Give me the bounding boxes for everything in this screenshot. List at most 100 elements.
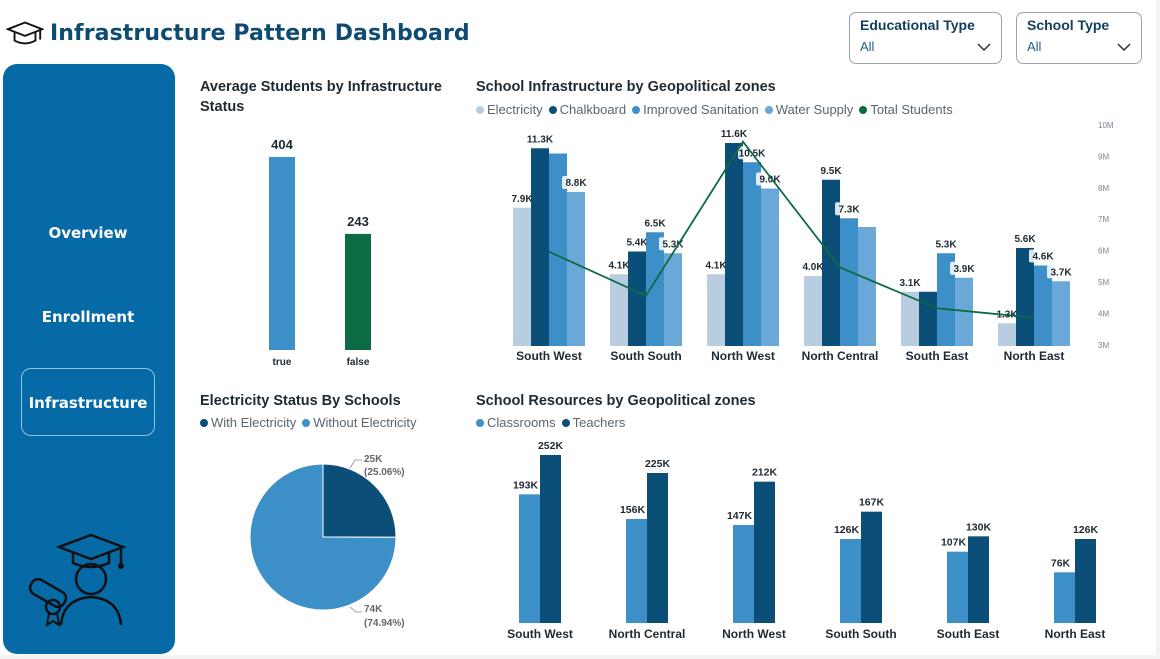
data-label: 404 xyxy=(271,137,293,152)
y2-tick-label: 4M xyxy=(1098,309,1109,318)
nav-enrollment[interactable]: Enrollment xyxy=(41,308,135,326)
x-tick-label: South East xyxy=(937,627,1000,641)
school-type-filter[interactable]: School Type All xyxy=(1016,12,1142,64)
bar-electricity xyxy=(610,274,628,346)
data-label: 4.1K xyxy=(705,260,727,271)
data-label: 225K xyxy=(645,458,671,470)
bar-classrooms xyxy=(733,525,754,623)
x-tick-label: North Central xyxy=(802,349,879,363)
x-tick-label: false xyxy=(347,357,370,368)
bar-chalkboard xyxy=(919,291,937,346)
data-label-bg xyxy=(950,261,978,275)
data-label: 11.3K xyxy=(527,134,554,145)
data-label-bg xyxy=(835,202,863,216)
bar-electricity xyxy=(998,323,1016,346)
x-tick-label: North West xyxy=(722,627,786,641)
data-label-bg xyxy=(1047,265,1075,279)
y2-tick-label: 7M xyxy=(1098,215,1109,224)
educational-type-label: Educational Type xyxy=(860,17,975,33)
data-label: 252K xyxy=(538,440,564,452)
x-tick-label: South South xyxy=(610,349,681,363)
infrastructure-legend: Electricity Chalkboard Improved Sanitati… xyxy=(476,102,953,117)
x-tick-label: North Central xyxy=(609,627,686,641)
data-label: 3.9K xyxy=(953,264,975,275)
bar-teachers xyxy=(647,473,668,623)
total-students-line xyxy=(548,140,1035,319)
bar-water-supply xyxy=(955,277,973,346)
data-label-bg xyxy=(526,132,554,146)
pie-slice-with-electricity xyxy=(322,463,397,538)
data-label-bg xyxy=(641,216,669,230)
educational-type-filter[interactable]: Educational Type All xyxy=(849,12,1002,64)
graduation-cap-icon xyxy=(6,21,44,45)
bar-electricity xyxy=(901,291,919,346)
data-label: 76K xyxy=(1051,557,1071,569)
data-label-bg xyxy=(702,258,730,272)
data-label: 3.7K xyxy=(1050,267,1072,278)
pie-slice-without-electricity xyxy=(249,463,397,611)
bar-electricity xyxy=(804,276,822,346)
bar-water-supply xyxy=(664,253,682,346)
chevron-down-icon xyxy=(977,43,991,51)
x-tick-label: South West xyxy=(516,349,582,363)
data-label: 147K xyxy=(727,510,753,522)
electricity-pie-chart: 25K (25.06%) 74K (74.94%) xyxy=(249,454,405,629)
data-label: 126K xyxy=(834,524,860,536)
legend-chalkboard: Chalkboard xyxy=(548,102,626,117)
bar-chalkboard xyxy=(725,143,743,346)
bar-improved-sanitation xyxy=(743,162,761,346)
nav-overview[interactable]: Overview xyxy=(48,224,128,242)
data-label: 4.1K xyxy=(608,260,630,271)
data-label-bg xyxy=(756,172,784,186)
data-label-bg xyxy=(720,127,748,140)
legend-water-supply: Water Supply xyxy=(764,102,853,117)
data-label: 193K xyxy=(513,479,539,491)
bar-improved-sanitation xyxy=(937,253,955,346)
data-label: 107K xyxy=(941,537,967,549)
slice-pct: (74.94%) xyxy=(364,618,405,629)
y2-tick-label: 6M xyxy=(1098,247,1109,256)
data-label: 7.9K xyxy=(511,194,533,205)
data-label-bg xyxy=(605,258,633,272)
resources-legend: Classrooms Teachers xyxy=(476,415,625,430)
bar-water-supply xyxy=(761,188,779,346)
bar-classrooms xyxy=(840,539,861,623)
data-label: 167K xyxy=(859,497,885,509)
bar-teachers xyxy=(754,481,775,623)
resources-title: School Resources by Geopolitical zones xyxy=(476,393,756,409)
bar-teachers xyxy=(861,511,882,623)
data-label: 243 xyxy=(347,214,369,229)
page-title: Infrastructure Pattern Dashboard xyxy=(50,20,470,46)
bar-electricity xyxy=(707,274,725,346)
bar-water-supply xyxy=(858,227,876,346)
data-label-bg xyxy=(817,163,845,177)
x-tick-label: South West xyxy=(507,627,573,641)
data-label: 9.0K xyxy=(759,175,781,186)
graduate-diploma-icon xyxy=(28,533,127,628)
data-label-bg xyxy=(993,307,1021,321)
data-label: 11.6K xyxy=(721,129,748,140)
bar-improved-sanitation xyxy=(549,153,567,346)
data-label: 156K xyxy=(620,504,646,516)
infrastructure-title: School Infrastructure by Geopolitical zo… xyxy=(476,79,776,95)
data-label: 4.6K xyxy=(1032,252,1054,263)
educational-type-value: All xyxy=(860,39,875,54)
data-label: 5.4K xyxy=(626,238,648,249)
avg-students-title: Average Students by Infrastructure Statu… xyxy=(200,79,442,115)
bar-classrooms xyxy=(947,551,968,623)
x-tick-label: South East xyxy=(906,349,969,363)
data-label-bg xyxy=(623,235,651,249)
bar-chalkboard xyxy=(1016,248,1034,346)
slice-pct: (25.06%) xyxy=(364,467,405,478)
nav-infrastructure[interactable]: Infrastructure xyxy=(21,368,155,436)
y2-tick-label: 10M xyxy=(1098,121,1114,130)
leader-line xyxy=(349,606,362,613)
data-label-bg xyxy=(562,176,590,189)
data-label: 212K xyxy=(752,467,778,479)
bar-false xyxy=(345,233,371,350)
sidebar: Overview Enrollment Infrastructure xyxy=(3,64,175,654)
y2-tick-label: 8M xyxy=(1098,184,1109,193)
electricity-legend: With Electricity Without Electricity xyxy=(200,415,417,430)
bar-classrooms xyxy=(1054,572,1075,623)
